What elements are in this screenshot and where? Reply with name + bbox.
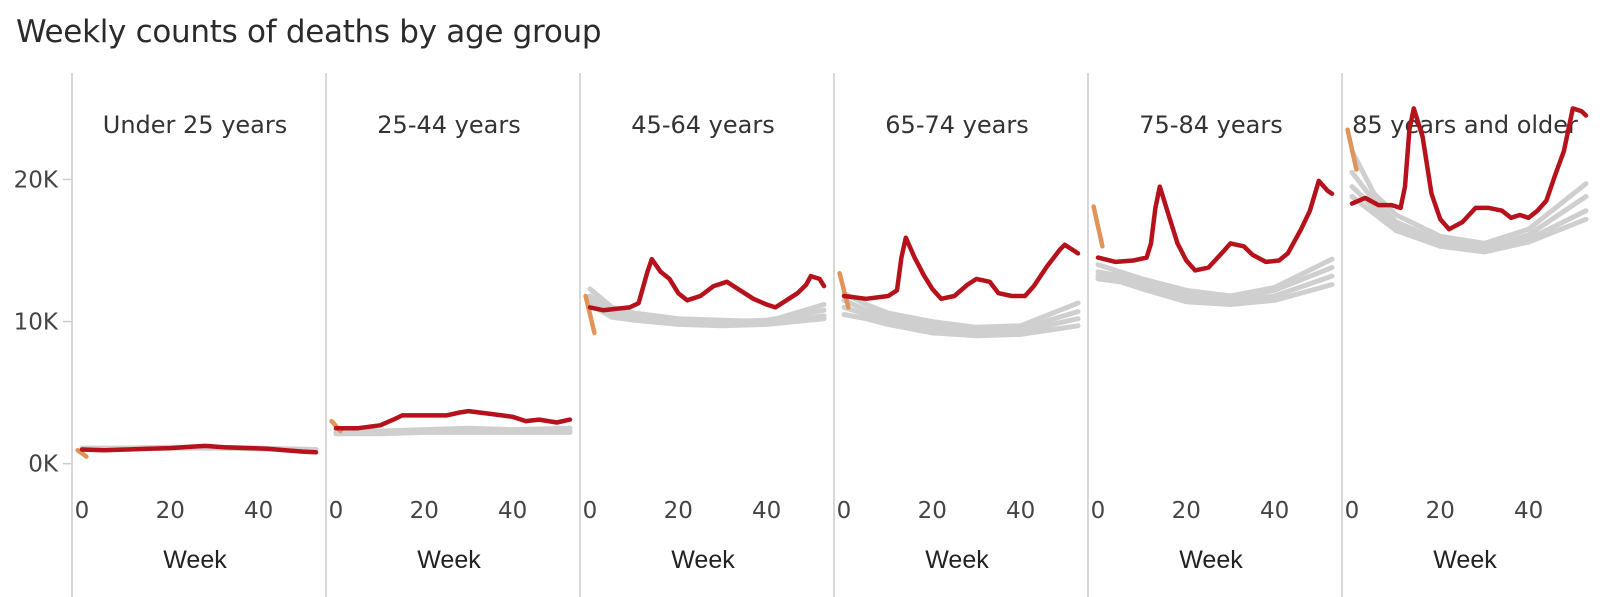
x-tick-label: 20 [918, 498, 947, 524]
x-tick-label: 40 [752, 498, 781, 524]
panel-0: Under 25 years 0 20 40 Week [75, 111, 319, 574]
x-tick-label: 40 [1260, 498, 1289, 524]
previous-year-line [1095, 265, 1335, 302]
panel-label: 85 years and older [1352, 111, 1578, 139]
panel-label: 65-74 years [885, 111, 1028, 139]
panel-4: 75-84 years 0 20 40 Week [1091, 111, 1335, 574]
previous-year-line [1349, 148, 1589, 246]
prior-year-end-line [1345, 127, 1359, 172]
prior-year-end-line [837, 271, 851, 310]
prior-year-end-line [75, 447, 89, 459]
y-tick-label: 0K [28, 452, 59, 478]
x-axis-title: Week [925, 546, 989, 574]
previous-year-line [841, 304, 1081, 336]
prior-year-end-line [1091, 204, 1105, 249]
panel-5: 85 years and older 0 20 40 Week [1345, 106, 1589, 574]
x-axis-title: Week [1179, 546, 1243, 574]
panel-dividers [71, 73, 1343, 597]
previous-year-line [1095, 273, 1335, 305]
current-year-line [587, 256, 827, 313]
current-year-line [1349, 106, 1589, 232]
panel-3: 65-74 years 0 20 40 Week [837, 111, 1081, 574]
x-tick-label: 0 [1091, 498, 1106, 524]
x-axis-title: Week [671, 546, 735, 574]
current-year-line [1095, 178, 1335, 273]
x-tick-label: 20 [1426, 498, 1455, 524]
x-tick-label: 40 [498, 498, 527, 524]
x-tick-label: 0 [75, 498, 90, 524]
current-year-line [333, 408, 573, 431]
previous-year-line [841, 312, 1081, 339]
x-tick-label: 20 [156, 498, 185, 524]
previous-year-line [333, 429, 573, 437]
x-tick-label: 40 [1006, 498, 1035, 524]
previous-year-line [587, 302, 827, 329]
y-tick-label: 10K [14, 310, 59, 336]
y-tick-label: 20K [14, 167, 59, 193]
previous-year-line [1349, 184, 1589, 253]
x-tick-label: 40 [244, 498, 273, 524]
panel-label: 75-84 years [1139, 111, 1282, 139]
y-axis: 0K 10K 20K [14, 167, 72, 478]
x-tick-label: 0 [1345, 498, 1360, 524]
panel-label: 25-44 years [377, 111, 520, 139]
x-tick-label: 0 [837, 498, 852, 524]
panels: Under 25 years 0 20 40 Week 25-44 years 0 20 40 W… [75, 106, 1589, 574]
panel-label: Under 25 years [103, 111, 288, 139]
current-year-line [79, 443, 319, 455]
x-axis-title: Week [163, 546, 227, 574]
prior-year-end-line [583, 293, 597, 336]
x-tick-label: 40 [1514, 498, 1543, 524]
current-year-line [841, 235, 1081, 302]
panel-1: 25-44 years 0 20 40 Week [329, 111, 573, 574]
panel-2: 45-64 years 0 20 40 Week [583, 111, 827, 574]
x-axis-title: Week [417, 546, 481, 574]
x-tick-label: 20 [410, 498, 439, 524]
previous-year-line [1349, 194, 1589, 255]
x-tick-label: 20 [664, 498, 693, 524]
previous-year-line [1095, 276, 1335, 307]
x-axis-title: Week [1433, 546, 1497, 574]
x-tick-label: 0 [329, 498, 344, 524]
panel-label: 45-64 years [631, 111, 774, 139]
previous-year-line [1095, 256, 1335, 299]
previous-year-line [841, 297, 1081, 333]
x-tick-label: 20 [1172, 498, 1201, 524]
previous-year-line [841, 290, 1081, 330]
x-tick-label: 0 [583, 498, 598, 524]
chart-title: Weekly counts of deaths by age group [16, 14, 602, 50]
